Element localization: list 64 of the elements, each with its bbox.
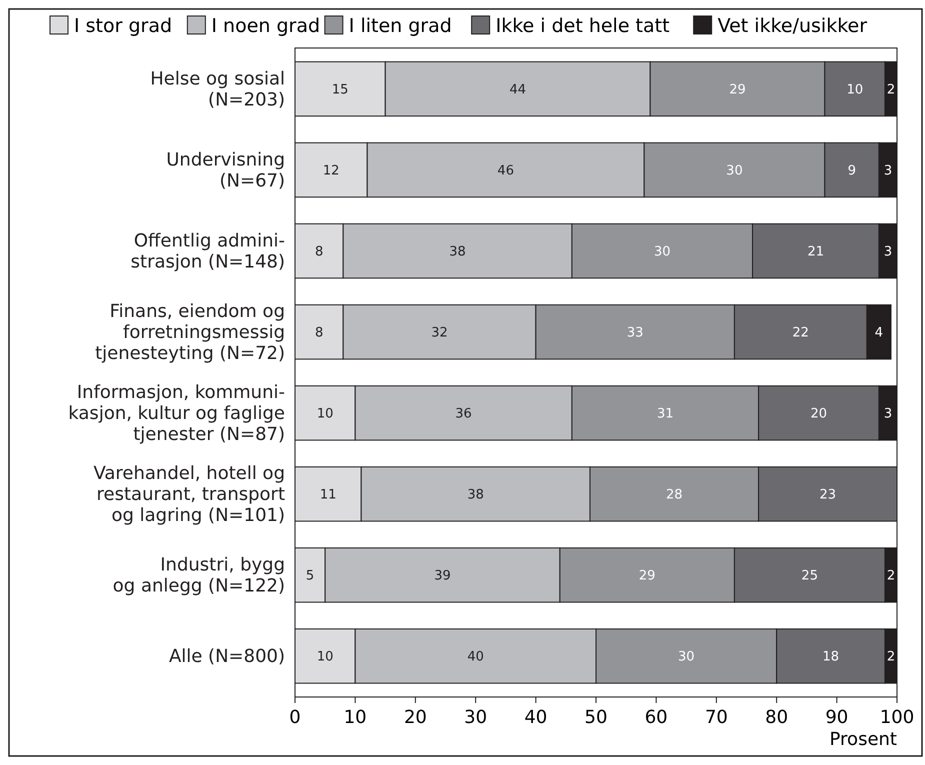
- x-axis-title: Prosent: [830, 729, 897, 750]
- x-tick-label: 60: [644, 707, 668, 728]
- x-tick-label: 70: [704, 707, 728, 728]
- data-label: 38: [467, 488, 484, 503]
- data-label: 21: [807, 244, 824, 260]
- data-label: 2: [886, 82, 896, 98]
- y-tick-label: Informasjon, kommuni- kasjon, kultur og faglige tjenester (N=87): [68, 382, 285, 446]
- data-label: 10: [846, 82, 864, 98]
- data-label: 15: [332, 82, 348, 98]
- y-tick-label: Finans, eiendom og forretningsmessig tjenesteyting (N=72): [95, 300, 285, 364]
- y-tick-label: Undervisning (N=67): [166, 149, 285, 192]
- data-label: 31: [656, 406, 674, 422]
- x-tick-label: 50: [584, 707, 608, 728]
- data-label: 8: [314, 326, 324, 341]
- data-label: 3: [884, 406, 892, 422]
- data-label: 10: [316, 406, 334, 422]
- data-label: 22: [792, 326, 809, 341]
- data-label: 33: [626, 326, 644, 341]
- x-tick-label: 80: [765, 707, 788, 728]
- y-tick-label: Industri, bygg og anlegg (N=122): [112, 554, 285, 597]
- legend-label: Vet ikke/usikker: [718, 15, 868, 37]
- data-label: 4: [874, 326, 884, 341]
- x-tick-label: 0: [289, 707, 301, 728]
- legend-label: I stor grad: [74, 15, 172, 37]
- data-label: 12: [322, 163, 340, 178]
- data-label: 36: [455, 406, 472, 422]
- data-label: 18: [822, 650, 840, 665]
- data-label: 2: [886, 650, 896, 665]
- data-label: 3: [884, 244, 892, 260]
- data-label: 30: [726, 163, 743, 178]
- data-label: 39: [434, 568, 451, 584]
- data-label: 11: [320, 488, 336, 503]
- data-label: 25: [801, 568, 818, 584]
- data-label: 38: [449, 244, 466, 260]
- data-label: 32: [431, 326, 448, 341]
- data-label: 8: [314, 244, 324, 260]
- x-tick-label: 30: [464, 707, 488, 728]
- data-label: 29: [638, 568, 656, 584]
- data-label: 23: [819, 488, 836, 503]
- x-tick-label: 90: [825, 707, 848, 728]
- data-label: 30: [678, 650, 695, 665]
- x-tick-label: 100: [880, 707, 914, 728]
- x-tick-label: 40: [524, 707, 548, 728]
- data-label: 46: [497, 163, 514, 178]
- data-label: 30: [654, 244, 670, 260]
- data-label: 20: [810, 406, 828, 422]
- data-label: 29: [729, 82, 746, 98]
- legend-label: Ikke i det hele tatt: [496, 15, 670, 37]
- data-label: 10: [316, 650, 334, 665]
- data-label: 9: [848, 163, 856, 178]
- y-tick-label: Alle (N=800): [168, 646, 285, 668]
- data-label: 5: [306, 568, 314, 584]
- data-label: 44: [509, 82, 526, 98]
- data-label: 2: [886, 568, 896, 584]
- data-label: 28: [666, 488, 683, 503]
- legend-label: I liten grad: [348, 15, 452, 37]
- data-label: 3: [884, 163, 892, 178]
- legend-label: I noen grad: [211, 15, 320, 37]
- y-tick-label: Helse og sosial (N=203): [150, 68, 285, 110]
- y-tick-label: Varehandel, hotell og restaurant, transport og lagring (N=101): [93, 463, 285, 526]
- y-tick-label: Offentlig admini- strasjon (N=148): [130, 230, 285, 272]
- x-tick-label: 10: [344, 707, 367, 728]
- x-tick-label: 20: [404, 707, 427, 728]
- data-label: 40: [467, 650, 484, 665]
